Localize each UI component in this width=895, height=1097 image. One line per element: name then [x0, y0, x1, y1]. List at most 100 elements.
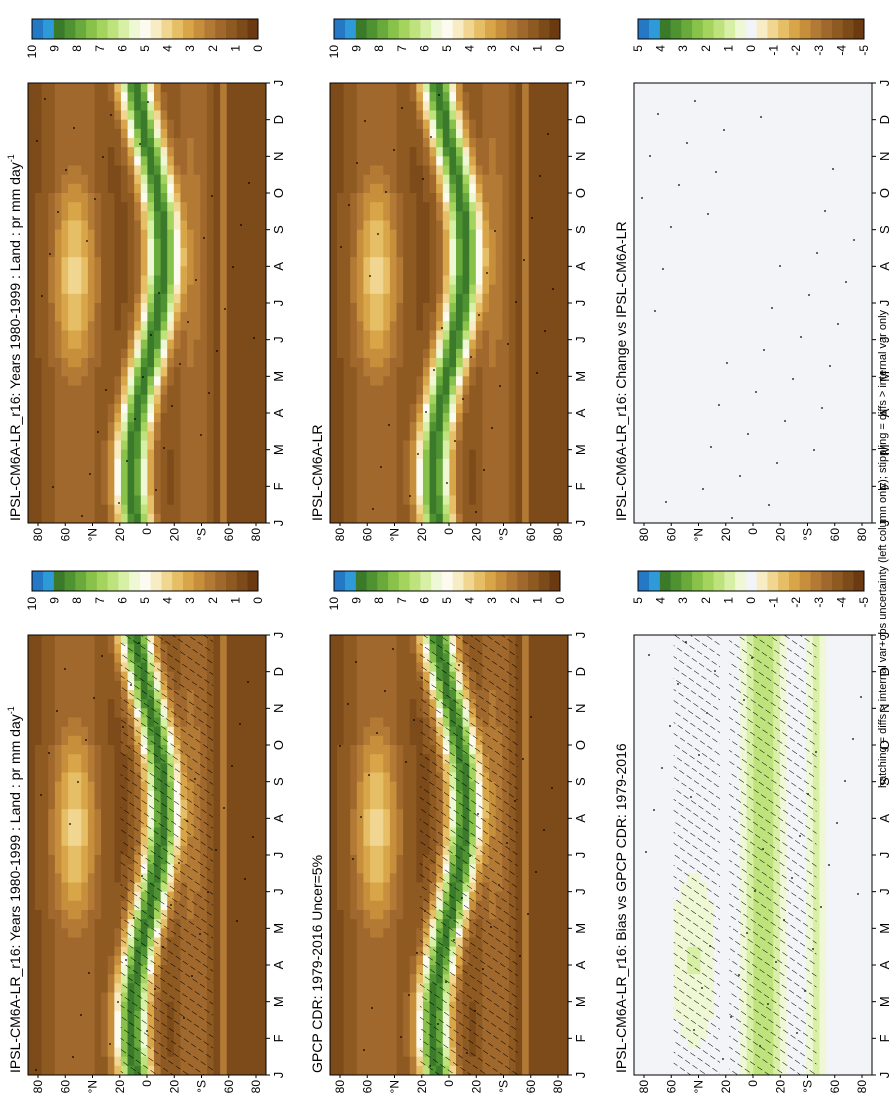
heatmap-cell [28, 634, 36, 645]
heatmap-cells [28, 82, 267, 523]
heatmap-cell [219, 689, 227, 700]
heatmap-cell [259, 320, 267, 331]
heatmap-cell [554, 937, 562, 947]
heatmap-cell [239, 634, 247, 645]
heatmap-cell [343, 891, 351, 901]
heatmap-cell [67, 440, 75, 450]
heatmap-cell [107, 311, 115, 322]
heatmap-cell [61, 662, 69, 672]
heatmap-cell [87, 836, 95, 846]
heatmap-cell [28, 366, 36, 377]
heatmap-cell [396, 1056, 404, 1066]
heatmap-cell [61, 110, 69, 120]
heatmap-cell [246, 781, 254, 791]
heatmap-cell [28, 909, 36, 920]
heatmap-cell [199, 504, 207, 514]
heatmap-cell [226, 82, 234, 93]
heatmap-cell [147, 302, 155, 313]
heatmap-cell [34, 643, 42, 654]
heatmap-cell [61, 772, 69, 782]
heatmap-cell [219, 918, 227, 929]
heatmap-cell [389, 753, 397, 764]
y-tick-label: 80 [249, 528, 263, 542]
heatmap-cell [74, 1019, 82, 1030]
heatmap-cell [61, 339, 69, 349]
heatmap-cell [67, 680, 75, 690]
heatmap-cell [246, 311, 254, 322]
heatmap-cell [61, 238, 69, 248]
heatmap-cell [166, 128, 174, 138]
heatmap-cell [100, 872, 108, 883]
heatmap-cell [28, 845, 36, 855]
heatmap-cell [213, 110, 221, 120]
heatmap-cell [107, 827, 115, 837]
heatmap-cell [554, 1047, 562, 1057]
heatmap-cell [363, 1010, 371, 1020]
heatmap-cell [107, 284, 115, 294]
heatmap-cell [561, 1037, 569, 1048]
stipple-dot [41, 295, 43, 297]
heatmap-cell [226, 421, 234, 432]
heatmap-cell [120, 165, 128, 175]
heatmap-cell [343, 836, 351, 846]
heatmap-cell [74, 946, 82, 956]
heatmap-cell [100, 799, 108, 810]
heatmap-cell [100, 348, 108, 358]
heatmap-cell [94, 348, 102, 358]
heatmap-cell [80, 1010, 88, 1020]
heatmap-cell [330, 1028, 338, 1039]
heatmap-cell [61, 982, 69, 993]
heatmap-cell [541, 817, 549, 828]
heatmap-cell [376, 1019, 384, 1030]
heatmap-cell [74, 717, 82, 727]
heatmap-cell [180, 339, 188, 349]
heatmap-cell [246, 467, 254, 478]
heatmap-cell [239, 265, 247, 276]
heatmap-cell [67, 330, 75, 340]
heatmap-cell [67, 275, 75, 285]
heatmap-cell [107, 394, 115, 404]
colorbar-label: 2 [206, 45, 220, 52]
heatmap-cell [80, 82, 88, 93]
heatmap-cell [259, 1037, 267, 1048]
heatmap-cell [239, 220, 247, 230]
heatmap-cell [402, 817, 410, 828]
x-tick-label: J [271, 1072, 286, 1079]
heatmap-cell [41, 293, 49, 303]
heatmap-cell [173, 320, 181, 331]
heatmap-cell [140, 82, 148, 93]
heatmap-cell [100, 357, 108, 368]
heatmap-cell [34, 366, 42, 377]
heatmap-cell [349, 1037, 357, 1048]
heatmap-cell [180, 430, 188, 441]
heatmap-cell [113, 174, 121, 184]
heatmap-cell [363, 973, 371, 984]
heatmap-cell [140, 458, 148, 468]
heatmap-cell [369, 817, 377, 828]
heatmap-cell [80, 689, 88, 700]
heatmap-cell [94, 973, 102, 984]
heatmap-cell [67, 900, 75, 910]
heatmap-cell [252, 762, 260, 773]
heatmap-cell [74, 458, 82, 468]
heatmap-cell [67, 634, 75, 645]
heatmap-cell [74, 128, 82, 138]
heatmap-cell [186, 146, 194, 157]
heatmap-cell [349, 891, 357, 901]
heatmap-cell [389, 1065, 397, 1075]
heatmap-cell [34, 799, 42, 810]
heatmap-cell [173, 119, 181, 129]
heatmap-cell [61, 817, 69, 828]
heatmap-cell [94, 165, 102, 175]
heatmap-cell [402, 900, 410, 910]
heatmap-cell [193, 495, 201, 505]
heatmap-cell [74, 339, 82, 349]
heatmap-cell [127, 256, 135, 267]
heatmap-cell [166, 220, 174, 230]
heatmap-cell [226, 817, 234, 828]
heatmap-cell [113, 146, 121, 157]
heatmap-cell [67, 421, 75, 432]
heatmap-cell [252, 385, 260, 395]
heatmap-cell [226, 238, 234, 248]
heatmap-cell [226, 137, 234, 148]
